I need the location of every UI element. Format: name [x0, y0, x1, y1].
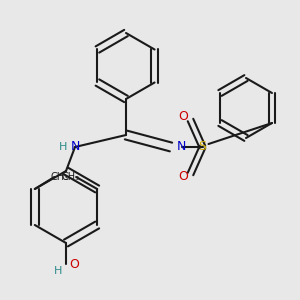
Text: H: H [59, 142, 68, 152]
Text: N: N [177, 140, 186, 154]
Text: O: O [69, 257, 79, 271]
Text: H: H [54, 266, 63, 277]
Text: CH₃: CH₃ [51, 172, 69, 182]
Text: O: O [178, 110, 188, 124]
Text: S: S [199, 140, 206, 154]
Text: N: N [70, 140, 80, 154]
Text: O: O [178, 170, 188, 184]
Text: CH₃: CH₃ [62, 172, 80, 182]
